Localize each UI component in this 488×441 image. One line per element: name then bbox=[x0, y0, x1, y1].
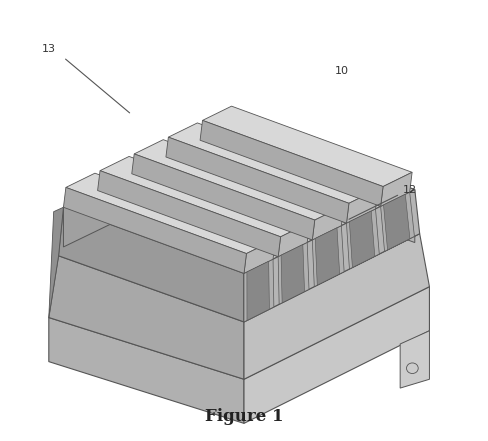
Polygon shape bbox=[98, 171, 281, 257]
Polygon shape bbox=[346, 189, 378, 223]
Polygon shape bbox=[134, 140, 344, 220]
Polygon shape bbox=[244, 259, 274, 322]
Polygon shape bbox=[349, 211, 375, 268]
Polygon shape bbox=[244, 287, 429, 423]
Polygon shape bbox=[400, 331, 429, 388]
Polygon shape bbox=[278, 243, 309, 304]
Polygon shape bbox=[168, 123, 378, 203]
Polygon shape bbox=[381, 192, 414, 251]
Polygon shape bbox=[49, 225, 429, 379]
Polygon shape bbox=[63, 123, 415, 273]
Polygon shape bbox=[203, 106, 412, 187]
Polygon shape bbox=[100, 157, 309, 237]
Polygon shape bbox=[49, 256, 244, 379]
Polygon shape bbox=[63, 123, 237, 247]
Text: Figure 1: Figure 1 bbox=[205, 408, 283, 425]
Polygon shape bbox=[346, 209, 379, 269]
Polygon shape bbox=[244, 234, 429, 379]
Polygon shape bbox=[381, 172, 412, 206]
Text: 13: 13 bbox=[42, 44, 56, 53]
Polygon shape bbox=[200, 120, 383, 206]
Polygon shape bbox=[278, 223, 309, 257]
Polygon shape bbox=[281, 245, 305, 303]
Polygon shape bbox=[66, 173, 275, 254]
Polygon shape bbox=[247, 262, 269, 321]
Polygon shape bbox=[59, 207, 244, 322]
Polygon shape bbox=[244, 190, 420, 322]
Polygon shape bbox=[166, 137, 349, 223]
Polygon shape bbox=[315, 228, 340, 285]
Polygon shape bbox=[49, 207, 63, 318]
Polygon shape bbox=[244, 239, 275, 273]
Polygon shape bbox=[63, 187, 246, 273]
Polygon shape bbox=[312, 226, 344, 287]
Polygon shape bbox=[312, 206, 344, 240]
Text: 12: 12 bbox=[403, 185, 417, 194]
Polygon shape bbox=[132, 154, 315, 240]
Polygon shape bbox=[234, 123, 415, 243]
Polygon shape bbox=[59, 168, 420, 322]
Polygon shape bbox=[384, 194, 410, 250]
Polygon shape bbox=[49, 318, 244, 423]
Text: 10: 10 bbox=[335, 66, 348, 75]
